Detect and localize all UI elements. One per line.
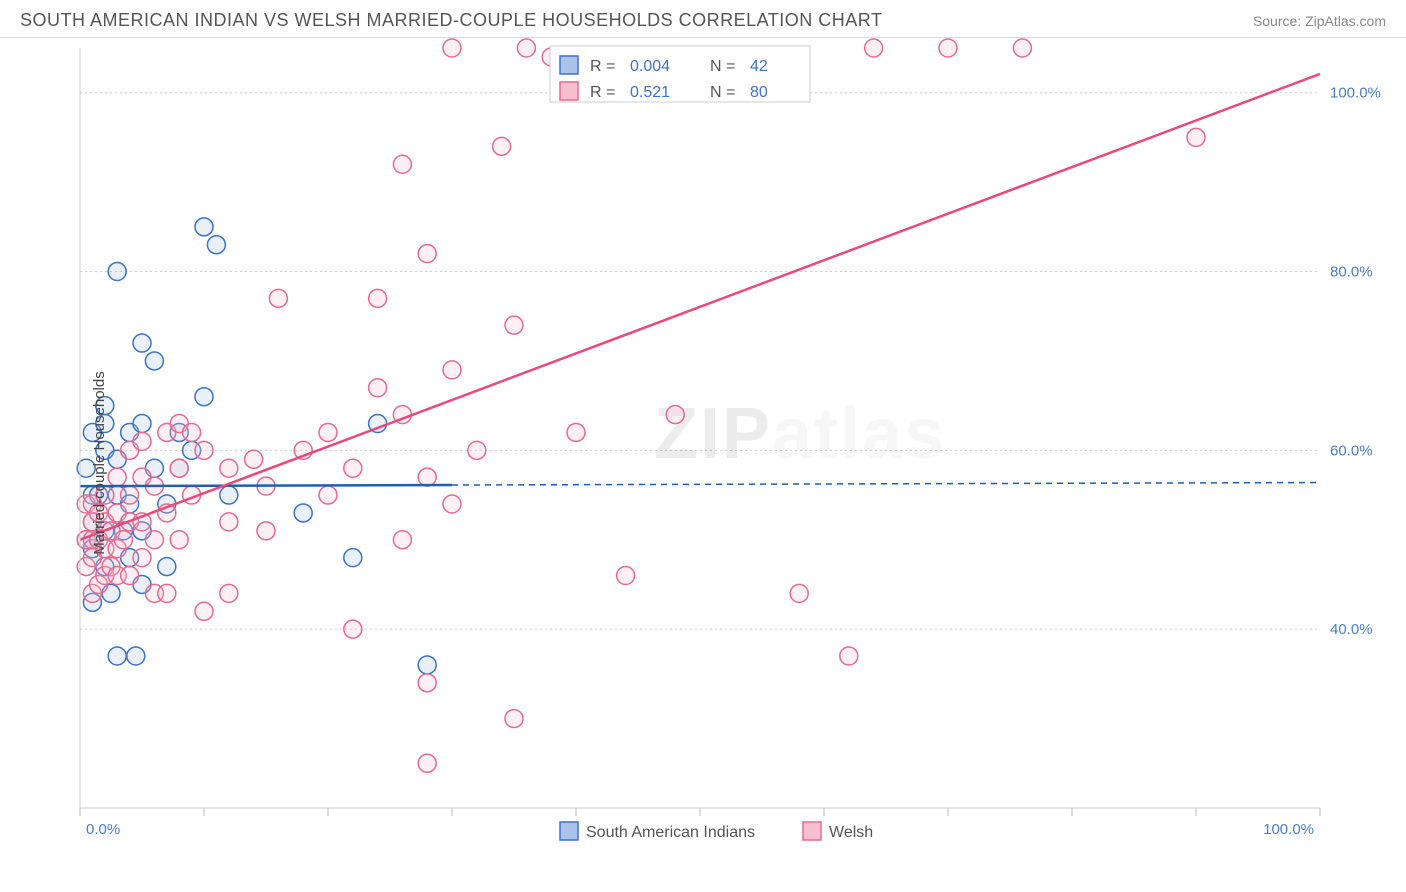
scatter-chart: 40.0% 60.0% 80.0% 100.0% ZIPatlas 0.0% 100.0% R… bbox=[20, 38, 1386, 888]
data-point bbox=[114, 531, 132, 549]
chart-container: Married-couple Households 40.0% 60.0% 80.0… bbox=[20, 38, 1386, 888]
data-point bbox=[108, 468, 126, 486]
data-point bbox=[220, 513, 238, 531]
x-tick-label: 0.0% bbox=[86, 821, 120, 838]
data-point bbox=[195, 218, 213, 236]
data-point bbox=[183, 423, 201, 441]
legend-swatch bbox=[803, 822, 821, 840]
data-point bbox=[418, 245, 436, 263]
chart-source: Source: ZipAtlas.com bbox=[1253, 13, 1386, 29]
data-point bbox=[418, 754, 436, 772]
data-point bbox=[344, 549, 362, 567]
trend-line bbox=[80, 485, 452, 486]
legend-label: South American Indians bbox=[586, 824, 755, 841]
y-tick-label: 100.0% bbox=[1330, 85, 1381, 102]
data-point bbox=[108, 647, 126, 665]
data-point bbox=[505, 316, 523, 334]
stats-n-value: 80 bbox=[750, 84, 768, 101]
data-point bbox=[127, 647, 145, 665]
data-point bbox=[393, 155, 411, 173]
data-point bbox=[493, 137, 511, 155]
data-point bbox=[133, 549, 151, 567]
data-point bbox=[319, 486, 337, 504]
stats-n-label: N = bbox=[710, 84, 735, 101]
stats-n-value: 42 bbox=[750, 58, 768, 75]
data-point bbox=[133, 415, 151, 433]
legend-swatch bbox=[560, 82, 578, 100]
data-point bbox=[269, 289, 287, 307]
data-point bbox=[468, 441, 486, 459]
data-point bbox=[121, 567, 139, 585]
data-point bbox=[939, 39, 957, 57]
data-point bbox=[195, 602, 213, 620]
data-point bbox=[220, 486, 238, 504]
data-point bbox=[1187, 128, 1205, 146]
data-point bbox=[319, 423, 337, 441]
data-point bbox=[840, 647, 858, 665]
data-point bbox=[567, 423, 585, 441]
data-point bbox=[617, 567, 635, 585]
watermark: ZIPatlas bbox=[654, 394, 946, 474]
data-point bbox=[443, 361, 461, 379]
data-point bbox=[245, 450, 263, 468]
data-point bbox=[195, 388, 213, 406]
data-point bbox=[133, 334, 151, 352]
data-point bbox=[145, 352, 163, 370]
data-point bbox=[369, 289, 387, 307]
data-point bbox=[344, 620, 362, 638]
data-point bbox=[505, 710, 523, 728]
data-point bbox=[220, 584, 238, 602]
data-point bbox=[418, 674, 436, 692]
y-axis-label: Married-couple Households bbox=[91, 371, 108, 554]
y-tick-label: 40.0% bbox=[1330, 621, 1373, 638]
stats-r-value: 0.004 bbox=[630, 58, 670, 75]
data-point bbox=[257, 522, 275, 540]
data-point bbox=[443, 39, 461, 57]
legend-swatch bbox=[560, 56, 578, 74]
data-point bbox=[369, 379, 387, 397]
data-point bbox=[158, 558, 176, 576]
data-point bbox=[344, 459, 362, 477]
data-point bbox=[666, 406, 684, 424]
y-tick-label: 80.0% bbox=[1330, 264, 1373, 281]
data-point bbox=[158, 584, 176, 602]
data-point bbox=[1013, 39, 1031, 57]
data-point bbox=[121, 486, 139, 504]
data-point bbox=[418, 656, 436, 674]
stats-r-label: R = bbox=[590, 58, 615, 75]
data-point bbox=[207, 236, 225, 254]
stats-n-label: N = bbox=[710, 58, 735, 75]
data-point bbox=[170, 459, 188, 477]
data-point bbox=[865, 39, 883, 57]
legend-swatch bbox=[560, 822, 578, 840]
stats-r-value: 0.521 bbox=[630, 84, 670, 101]
chart-header: SOUTH AMERICAN INDIAN VS WELSH MARRIED-C… bbox=[0, 0, 1406, 38]
data-point bbox=[195, 441, 213, 459]
stats-r-label: R = bbox=[590, 84, 615, 101]
data-point bbox=[517, 39, 535, 57]
x-tick-label: 100.0% bbox=[1263, 821, 1314, 838]
data-point bbox=[790, 584, 808, 602]
data-point bbox=[294, 504, 312, 522]
stats-legend bbox=[550, 46, 810, 102]
trend-line-extrapolated bbox=[452, 483, 1320, 486]
y-tick-label: 60.0% bbox=[1330, 442, 1373, 459]
data-point bbox=[145, 531, 163, 549]
data-point bbox=[133, 432, 151, 450]
data-point bbox=[220, 459, 238, 477]
data-point bbox=[443, 495, 461, 513]
chart-title: SOUTH AMERICAN INDIAN VS WELSH MARRIED-C… bbox=[20, 10, 882, 31]
data-point bbox=[393, 531, 411, 549]
data-point bbox=[418, 468, 436, 486]
data-point bbox=[108, 263, 126, 281]
legend-label: Welsh bbox=[829, 824, 873, 841]
data-point bbox=[170, 531, 188, 549]
